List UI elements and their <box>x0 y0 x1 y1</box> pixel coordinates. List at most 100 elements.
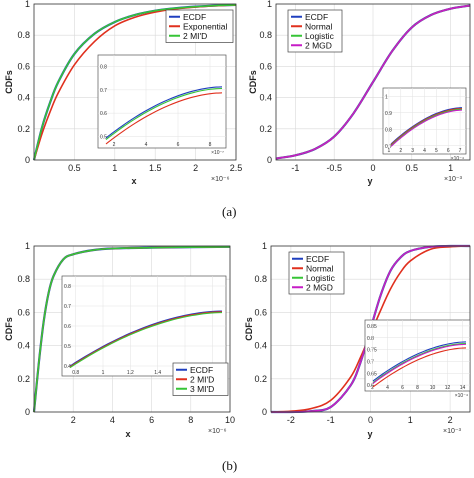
inset-exponent-label: ×10⁻⁷ <box>211 150 224 156</box>
x-axis-label: y <box>367 429 372 439</box>
x-tick-label: -1 <box>327 415 335 425</box>
x-tick-label: 0 <box>368 415 373 425</box>
y-tick-label: 0.4 <box>259 93 272 103</box>
inset-series-line-3-mi-d <box>69 312 223 369</box>
chart-panel-3: 0 0.2 0.4 0.6 0.8 1 2 4 6 8 10 x CDFs ×10⁻⁶ 0.4 0.5 0.6 0… <box>4 241 235 439</box>
inset-series-line-2-mgd <box>372 343 467 384</box>
y-tick-label: 1 <box>25 0 30 9</box>
x-tick-label: 8 <box>188 415 193 425</box>
x-exponent-label: ×10⁻³ <box>443 428 462 435</box>
y-tick-label: 0.2 <box>254 374 267 384</box>
inset-x-tick-label: 6 <box>401 385 404 391</box>
legend-entry-label: 3 MI'D <box>190 384 214 394</box>
legend-entry-label: ECDF <box>306 254 329 264</box>
legend-entry-label: Normal <box>306 263 334 273</box>
inset-plot: 0.40.50.60.70.80.811.21.41.61.8×10⁻⁶ <box>61 275 227 384</box>
inset-plot: 0.5 0.6 0.7 0.8 2 4 6 8 ×10⁻⁷ <box>97 54 227 156</box>
inset-y-tick-label: 0.7 <box>367 359 374 365</box>
x-exponent-label: ×10⁻³ <box>444 176 463 183</box>
legend-entry-label: 2 MI'D <box>183 31 207 41</box>
legend-entry-label: ECDF <box>305 12 328 22</box>
inset-x-tick-label: 0.8 <box>72 370 79 376</box>
inset-x-tick-label: 6 <box>177 142 180 148</box>
legend-entry-label: ECDF <box>183 12 206 22</box>
inset-x-tick-label: 12 <box>445 385 451 391</box>
inset-plot: 0.7 0.8 0.9 1 1 2 3 4 5 6 7 ×10⁻⁴ <box>382 87 467 162</box>
inset-x-tick-label: 4 <box>423 148 426 154</box>
series-line-2-mgd <box>270 245 471 413</box>
y-tick-label: 1 <box>262 241 267 251</box>
y-tick-label: 0.2 <box>17 374 30 384</box>
inset-series-line-ecdf <box>69 310 223 367</box>
legend-entry-label: 2 MI'D <box>190 374 214 384</box>
x-exponent-label: ×10⁻⁶ <box>211 176 230 183</box>
x-tick-label: -1 <box>291 163 299 173</box>
y-tick-label: 0.6 <box>17 61 30 71</box>
y-tick-label: 0.8 <box>259 30 272 40</box>
inset-series-line-normal <box>390 107 463 146</box>
series-line-2-mi-d <box>33 4 237 161</box>
x-tick-label: 2 <box>71 415 76 425</box>
y-tick-label: 0.4 <box>17 341 30 351</box>
inset-plot: 0.6 0.65 0.7 0.75 0.8 0.85 2 4 6 8 10 12 14 ×10⁻⁴ <box>364 319 471 399</box>
inset-x-tick-label: 4 <box>386 385 389 391</box>
axes-frame <box>275 3 471 161</box>
legend-entry-label: Normal <box>305 21 333 31</box>
axes-frame <box>33 3 237 161</box>
chart-panel-4: 00.20.40.60.81-2 -1 0 1 2yCDFs×10⁻³0.60.650.… <box>244 241 471 439</box>
inset-y-tick-label: 0.5 <box>100 134 107 140</box>
inset-y-tick-label: 0.9 <box>385 111 392 117</box>
inset-y-tick-label: 0.85 <box>367 324 377 330</box>
panel-label-b: (b) <box>222 458 238 473</box>
chart-panel-1: 00.20.40.60.810.5 1 1.5 2 2.5xCDFs×10⁻⁶0.50.… <box>4 0 242 186</box>
x-axis-label: x <box>131 176 136 186</box>
y-tick-label: 0.8 <box>17 274 30 284</box>
x-tick-label: 1.5 <box>149 163 162 173</box>
y-tick-label: 0.2 <box>259 124 272 134</box>
inset-y-tick-label: 0.6 <box>100 111 107 117</box>
legend-entry-label: ECDF <box>190 365 213 375</box>
y-axis-label: CDFs <box>248 70 258 94</box>
inset-y-tick-label: 0.75 <box>367 348 377 354</box>
x-tick-label: 4 <box>110 415 115 425</box>
inset-y-tick-label: 0.7 <box>100 88 107 94</box>
inset-y-tick-label: 0.6 <box>64 324 71 330</box>
inset-x-tick-label: 2 <box>399 148 402 154</box>
inset-x-tick-label: 1.4 <box>154 370 161 376</box>
y-tick-label: 0 <box>267 155 272 165</box>
x-tick-label: 1 <box>448 163 453 173</box>
y-tick-label: 0.4 <box>17 93 30 103</box>
series-line-2-mgd <box>275 4 471 160</box>
inset-x-tick-label: 2 <box>113 142 116 148</box>
y-tick-label: 1 <box>25 241 30 251</box>
inset-y-tick-label: 0.7 <box>385 144 392 150</box>
inset-frame <box>97 54 227 149</box>
chart-panel-2: 00.20.40.60.81-1 -0.5 0 0.5 1yCDFs×10⁻³0.70.… <box>248 0 471 186</box>
inset-series-line-2-mi-d <box>69 311 223 368</box>
inset-series-line-logistic <box>390 108 463 147</box>
y-tick-label: 0 <box>25 407 30 417</box>
inset-x-tick-label: 4 <box>145 142 148 148</box>
x-tick-label: 10 <box>225 415 235 425</box>
inset-exponent-label: ×10⁻⁴ <box>451 156 464 162</box>
inset-x-tick-label: 14 <box>460 385 466 391</box>
inset-y-tick-label: 0.7 <box>64 304 71 310</box>
inset-x-tick-label: 7 <box>459 148 462 154</box>
x-tick-label: -0.5 <box>326 163 342 173</box>
inset-series-line-ecdf <box>105 86 223 139</box>
inset-y-tick-label: 0.5 <box>64 344 71 350</box>
legend-entry-label: Logistic <box>306 273 336 283</box>
inset-x-tick-label: 6 <box>447 148 450 154</box>
inset-x-tick-label: 1.2 <box>127 370 134 376</box>
axes-frame <box>33 245 231 413</box>
inset-x-tick-label: 2 <box>371 385 374 391</box>
x-exponent-label: ×10⁻⁶ <box>208 428 227 435</box>
inset-x-tick-label: 5 <box>435 148 438 154</box>
x-tick-label: -2 <box>287 415 295 425</box>
inset-y-tick-label: 0.6 <box>367 383 374 389</box>
y-axis-label: CDFs <box>244 317 254 341</box>
inset-y-tick-label: 0.8 <box>100 65 107 71</box>
inset-y-tick-label: 0.8 <box>64 284 71 290</box>
